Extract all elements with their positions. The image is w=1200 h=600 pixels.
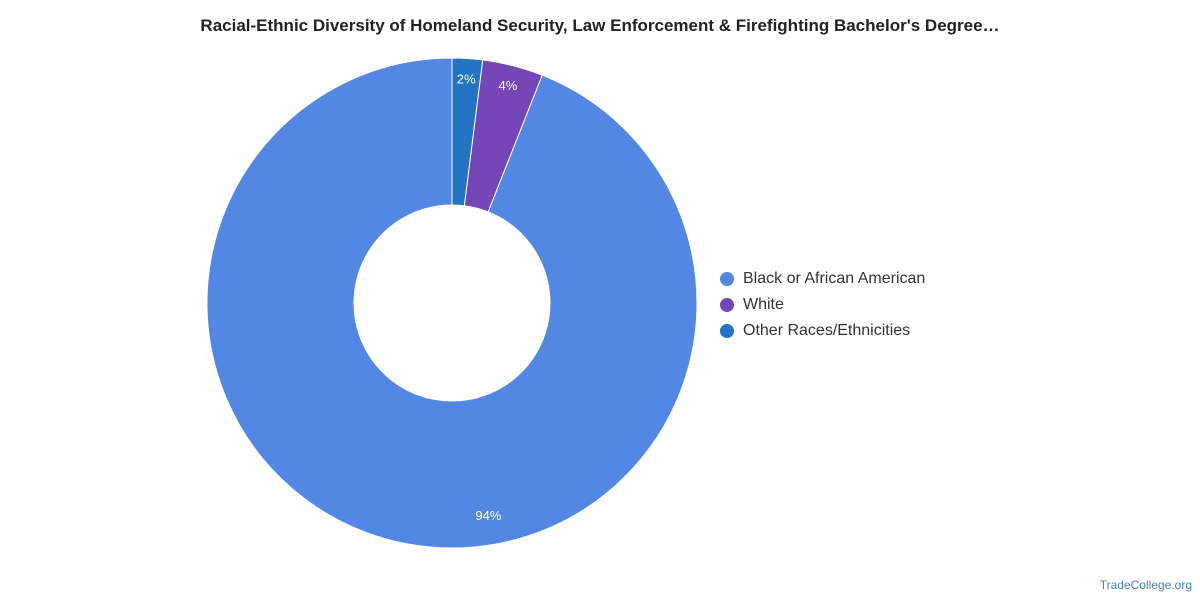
slice-label-white: 4% <box>499 78 518 93</box>
slice-other-races-ethnicities[interactable] <box>451 57 484 207</box>
slice-labels: 94% 4% 2% <box>457 71 518 522</box>
slice-label-other-races-ethnicities: 2% <box>457 71 476 86</box>
legend-swatch <box>720 324 734 338</box>
legend-label: White <box>743 296 784 313</box>
legend-swatch <box>720 298 734 312</box>
chart-legend: Black or African American White Other Race… <box>720 266 925 344</box>
legend-swatch <box>720 272 734 286</box>
slice-label-black-or-african-american: 94% <box>475 508 501 523</box>
legend-item-other-races-ethnicities[interactable]: Other Races/Ethnicities <box>720 318 925 344</box>
legend-item-black-or-african-american[interactable]: Black or African American <box>720 266 925 292</box>
legend-item-white[interactable]: White <box>720 292 925 318</box>
source-credit[interactable]: TradeCollege.org <box>1099 578 1192 592</box>
legend-label: Black or African American <box>743 270 926 287</box>
chart-title: Racial-Ethnic Diversity of Homeland Secu… <box>200 16 1000 35</box>
donut-slices <box>206 57 698 549</box>
slice-black-or-african-american[interactable] <box>206 57 698 549</box>
legend-label: Other Races/Ethnicities <box>743 322 911 339</box>
